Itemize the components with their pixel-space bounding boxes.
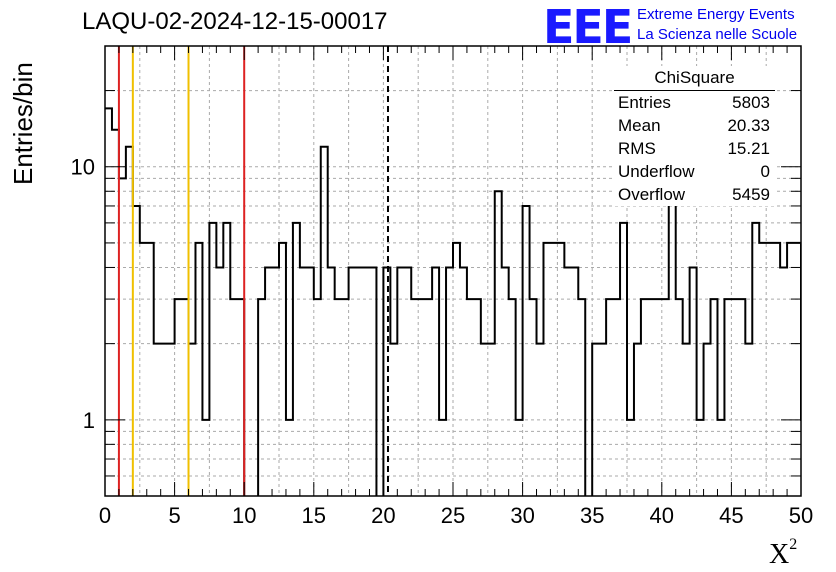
x-tick-label: 35 <box>580 503 604 528</box>
y-tick-label: 10 <box>71 155 95 180</box>
stats-row-overflow: Overflow 5459 <box>612 183 777 206</box>
x-axis-label-base: X <box>769 539 790 570</box>
eee-logo: EEE <box>543 0 633 54</box>
stats-label: Overflow <box>618 185 686 204</box>
logo-line-1: Extreme Energy Events <box>637 6 795 23</box>
logo-caption: Extreme Energy Events La Scienza nelle S… <box>637 5 797 45</box>
y-tick-label: 1 <box>83 408 95 433</box>
x-tick-label: 15 <box>302 503 326 528</box>
stats-value: 0 <box>760 162 770 181</box>
stats-box-title: ChiSquare <box>614 66 775 91</box>
x-tick-label: 20 <box>371 503 395 528</box>
stats-value: 5459 <box>732 185 770 204</box>
x-tick-label: 30 <box>510 503 534 528</box>
x-tick-label: 5 <box>168 503 180 528</box>
x-tick-label: 50 <box>789 503 813 528</box>
stats-label: Mean <box>618 116 661 135</box>
chart-title: LAQU-02-2024-12-15-00017 <box>82 8 388 35</box>
stats-row-underflow: Underflow 0 <box>612 160 777 183</box>
x-tick-label: 10 <box>232 503 256 528</box>
stats-row-mean: Mean 20.33 <box>612 114 777 137</box>
stats-label: RMS <box>618 139 656 158</box>
x-tick-label: 40 <box>650 503 674 528</box>
stats-label: Entries <box>618 93 671 112</box>
stats-row-entries: Entries 5803 <box>612 91 777 114</box>
x-tick-label: 0 <box>99 503 111 528</box>
stats-label: Underflow <box>618 162 695 181</box>
x-tick-label: 45 <box>719 503 743 528</box>
x-axis-label-superscript: 2 <box>789 536 798 553</box>
stats-value: 15.21 <box>727 139 770 158</box>
stats-box: ChiSquare Entries 5803 Mean 20.33 RMS 15.21… <box>612 66 777 206</box>
x-tick-label: 25 <box>441 503 465 528</box>
x-axis-label: X2 <box>769 536 797 571</box>
logo-line-2: La Scienza nelle Scuole <box>637 26 798 43</box>
stats-value: 5803 <box>732 93 770 112</box>
stats-value: 20.33 <box>727 116 770 135</box>
stats-row-rms: RMS 15.21 <box>612 137 777 160</box>
y-axis-label: Entries/bin <box>8 62 38 185</box>
